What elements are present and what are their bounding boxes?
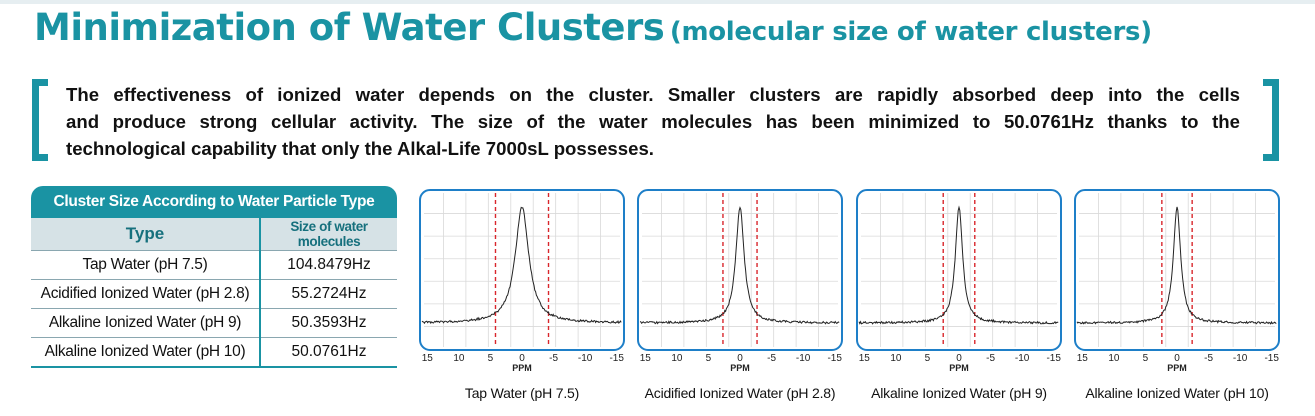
chart-caption: Alkaline Ionized Water (pH 9) bbox=[871, 385, 1047, 401]
tick-label: 15 bbox=[1077, 353, 1089, 364]
tick-label: 5 bbox=[925, 353, 931, 364]
chart-caption: Acidified Ionized Water (pH 2.8) bbox=[644, 385, 836, 401]
axis-label: PPM bbox=[730, 363, 750, 373]
tick-label: 5 bbox=[706, 353, 712, 364]
cell-size: 104.8479Hz bbox=[260, 250, 397, 280]
chart-tap-water: 15 10 5 0 -5 -10 -15 PPM Tap Water (pH 7.5) bbox=[419, 189, 625, 401]
header-type: Type bbox=[31, 218, 261, 251]
cell-type: Acidified Ionized Water (pH 2.8) bbox=[31, 279, 261, 309]
intro-line-2: and produce strong cellular activity. Th… bbox=[66, 111, 1240, 132]
table-row: Acidified Ionized Water (pH 2.8) 55.2724… bbox=[31, 279, 397, 309]
tick-label: 15 bbox=[859, 353, 871, 364]
cell-type: Tap Water (pH 7.5) bbox=[31, 250, 261, 280]
table-grid: Type Size of water molecules Tap Water (… bbox=[31, 218, 397, 368]
tick-label: 0 bbox=[519, 353, 525, 364]
chart-caption: Alkaline Ionized Water (pH 10) bbox=[1085, 385, 1269, 401]
tick-label: 0 bbox=[1174, 353, 1180, 364]
chart-caption: Tap Water (pH 7.5) bbox=[464, 385, 580, 401]
table-row: Tap Water (pH 7.5) 104.8479Hz bbox=[31, 250, 397, 280]
tick-label: 5 bbox=[1143, 353, 1149, 364]
cell-size: 50.3593Hz bbox=[260, 308, 397, 338]
chart-plot: 15 10 5 0 -5 -10 -15 PPM bbox=[1074, 189, 1280, 373]
cell-size: 55.2724Hz bbox=[260, 279, 397, 309]
chart-alkaline-ph10: 15 10 5 0 -5 -10 -15 PPM Alkaline Ionized Water… bbox=[1074, 189, 1280, 401]
tick-label: 10 bbox=[453, 353, 465, 364]
chart-alkaline-ph9: 15 10 5 0 -5 -10 -15 PPM Alkaline Ionized Water… bbox=[856, 189, 1062, 401]
chart-plot: 15 10 5 0 -5 -10 -15 PPM bbox=[637, 189, 843, 373]
tick-label: -5 bbox=[549, 353, 558, 364]
intro-paragraph: The effectiveness of ionized water depen… bbox=[66, 81, 1240, 162]
cell-size: 50.0761Hz bbox=[260, 337, 397, 368]
tick-label: -15 bbox=[827, 353, 842, 364]
table-header-row: Type Size of water molecules bbox=[31, 218, 397, 251]
table-row: Alkaline Ionized Water (pH 10) 50.0761Hz bbox=[31, 337, 397, 368]
right-bracket-decoration bbox=[1263, 79, 1279, 161]
chart-plot: 15 10 5 0 -5 -10 -15 PPM bbox=[856, 189, 1062, 373]
chart-frame bbox=[1074, 189, 1280, 351]
cell-type: Alkaline Ionized Water (pH 9) bbox=[31, 308, 261, 338]
chart-grid bbox=[424, 193, 620, 347]
chart-frame bbox=[637, 189, 843, 351]
axis-label: PPM bbox=[512, 363, 532, 373]
tick-label: -15 bbox=[1264, 353, 1279, 364]
axis-label: PPM bbox=[1167, 363, 1187, 373]
tick-label: 0 bbox=[956, 353, 962, 364]
spectrum-trace bbox=[1076, 206, 1277, 325]
tick-label: -15 bbox=[1046, 353, 1061, 364]
cell-type: Alkaline Ionized Water (pH 10) bbox=[31, 337, 261, 368]
table-caption: Cluster Size According to Water Particle… bbox=[31, 186, 397, 218]
title-main: Minimization of Water Clusters bbox=[34, 6, 665, 49]
axis-label: PPM bbox=[949, 363, 969, 373]
table-row: Alkaline Ionized Water (pH 9) 50.3593Hz bbox=[31, 308, 397, 338]
header-size: Size of water molecules bbox=[260, 218, 397, 251]
tick-label: 10 bbox=[890, 353, 902, 364]
chart-frame bbox=[856, 189, 1062, 351]
tick-label: -5 bbox=[1204, 353, 1213, 364]
tick-label: 10 bbox=[1108, 353, 1120, 364]
tick-label: 15 bbox=[640, 353, 652, 364]
intro-line-3: technological capability that only the A… bbox=[66, 138, 654, 159]
tick-label: 5 bbox=[488, 353, 494, 364]
intro-line-1: The effectiveness of ionized water depen… bbox=[66, 84, 1240, 105]
spectrum-trace bbox=[858, 205, 1059, 325]
tick-label: -10 bbox=[1015, 353, 1030, 364]
tick-label: 15 bbox=[422, 353, 434, 364]
spectrum-trace bbox=[421, 206, 622, 325]
tick-label: -5 bbox=[767, 353, 776, 364]
spectrum-trace bbox=[639, 206, 840, 325]
tick-label: -10 bbox=[1233, 353, 1248, 364]
tick-label: 10 bbox=[671, 353, 683, 364]
tick-label: -5 bbox=[986, 353, 995, 364]
chart-frame bbox=[419, 189, 625, 351]
title-subtitle: (molecular size of water clusters) bbox=[669, 17, 1152, 47]
tick-label: -15 bbox=[609, 353, 624, 364]
chart-acidified-water: 15 10 5 0 -5 -10 -15 PPM Acidified Ionized Wate… bbox=[637, 189, 843, 401]
cluster-size-table: Cluster Size According to Water Particle… bbox=[31, 186, 397, 368]
page-title: Minimization of Water Clusters (molecula… bbox=[34, 6, 1152, 49]
left-bracket-decoration bbox=[32, 79, 48, 161]
tick-label: 0 bbox=[737, 353, 743, 364]
tick-label: -10 bbox=[796, 353, 811, 364]
top-divider bbox=[0, 0, 1315, 4]
tick-label: -10 bbox=[578, 353, 593, 364]
chart-plot: 15 10 5 0 -5 -10 -15 PPM bbox=[419, 189, 625, 373]
